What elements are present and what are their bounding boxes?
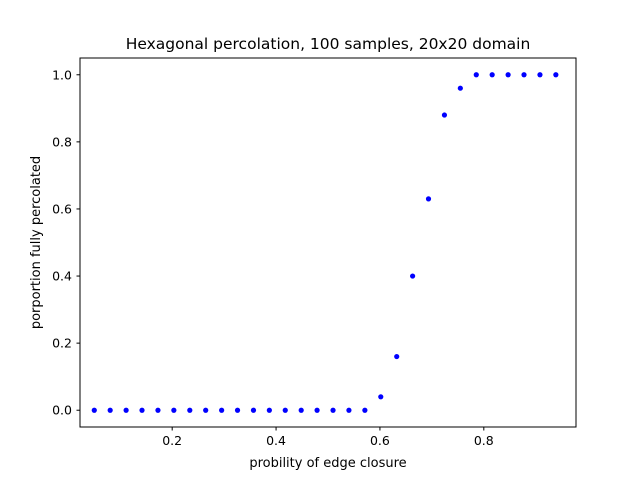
data-point — [441, 112, 448, 118]
y-tick-label: 0.4 — [52, 269, 72, 284]
x-tick-label: 0.6 — [370, 433, 390, 448]
data-point — [425, 196, 432, 202]
data-point — [203, 407, 209, 413]
data-point — [378, 394, 384, 400]
data-point — [171, 407, 177, 413]
y-tick-label: 0.8 — [52, 134, 72, 149]
data-point — [537, 72, 543, 78]
data-point — [394, 353, 400, 360]
y-tick-label: 0.6 — [52, 201, 72, 216]
data-point — [330, 407, 336, 413]
data-point — [91, 407, 97, 413]
y-tick-label: 0.2 — [52, 336, 72, 351]
x-tick-label: 0.8 — [474, 433, 494, 448]
x-axis: 0.2 0.4 0.6 0.8 — [162, 427, 494, 448]
plot-area — [91, 72, 559, 413]
y-axis: 0.0 0.2 0.4 0.6 0.8 1.0 — [52, 67, 80, 418]
x-axis-label: probility of edge closure — [249, 456, 406, 471]
x-tick-label: 0.2 — [162, 433, 182, 448]
data-point — [123, 407, 129, 413]
y-axis-label: porportion fully percolated — [29, 156, 44, 329]
x-tick-label: 0.4 — [266, 433, 286, 448]
data-point — [521, 72, 527, 78]
data-point — [553, 72, 559, 78]
y-tick-label: 1.0 — [52, 67, 72, 82]
axes-frame — [79, 57, 577, 428]
data-point — [282, 407, 288, 413]
data-point — [410, 273, 416, 279]
data-point — [155, 407, 161, 413]
data-point — [473, 72, 479, 78]
y-tick-label: 0.0 — [52, 403, 72, 418]
data-point — [489, 72, 495, 78]
data-point — [314, 407, 320, 413]
chart-title: Hexagonal percolation, 100 samples, 20x2… — [126, 35, 531, 53]
data-point — [266, 407, 272, 413]
data-point — [107, 407, 113, 413]
data-point — [250, 407, 257, 413]
data-point — [346, 407, 352, 413]
data-point — [457, 85, 463, 91]
data-point — [362, 407, 368, 413]
data-point — [298, 407, 304, 413]
data-point — [187, 407, 193, 413]
data-point — [234, 407, 241, 413]
data-point — [139, 407, 145, 413]
data-point — [505, 72, 511, 78]
data-point — [219, 407, 225, 413]
